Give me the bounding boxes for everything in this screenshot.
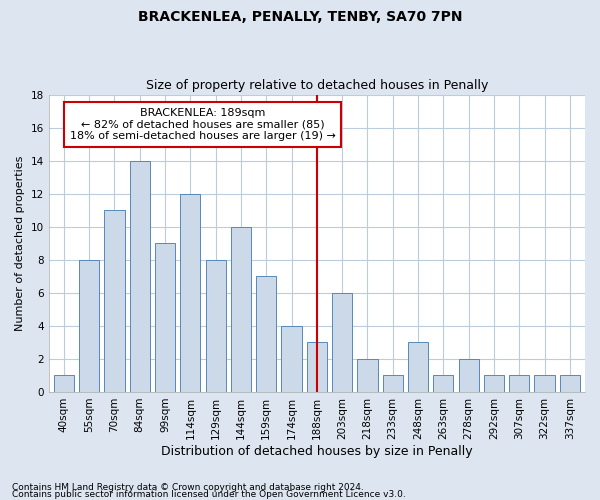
Bar [206,260,226,392]
Bar [408,342,428,392]
Text: BRACKENLEA: 189sqm
← 82% of detached houses are smaller (85)
18% of semi-detache: BRACKENLEA: 189sqm ← 82% of detached hou… [70,108,336,141]
Title: Size of property relative to detached houses in Penally: Size of property relative to detached ho… [146,79,488,92]
Bar [155,244,175,392]
Bar [231,226,251,392]
Bar [104,210,125,392]
Bar [54,376,74,392]
Bar [79,260,99,392]
Bar [256,276,277,392]
Text: Contains public sector information licensed under the Open Government Licence v3: Contains public sector information licen… [12,490,406,499]
Y-axis label: Number of detached properties: Number of detached properties [15,156,25,331]
Bar [383,376,403,392]
Bar [358,359,377,392]
Text: Contains HM Land Registry data © Crown copyright and database right 2024.: Contains HM Land Registry data © Crown c… [12,484,364,492]
Bar [130,160,150,392]
Bar [307,342,327,392]
Bar [180,194,200,392]
Bar [332,293,352,392]
Bar [560,376,580,392]
Bar [433,376,454,392]
Bar [484,376,504,392]
Text: BRACKENLEA, PENALLY, TENBY, SA70 7PN: BRACKENLEA, PENALLY, TENBY, SA70 7PN [138,10,462,24]
Bar [509,376,529,392]
X-axis label: Distribution of detached houses by size in Penally: Distribution of detached houses by size … [161,444,473,458]
Bar [535,376,554,392]
Bar [458,359,479,392]
Bar [281,326,302,392]
